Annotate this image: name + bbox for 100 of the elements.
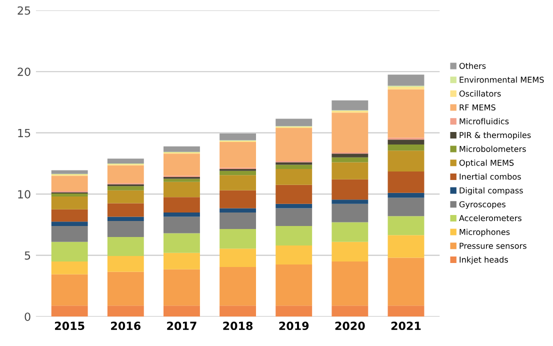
- bar: [388, 171, 424, 193]
- bar: [107, 190, 144, 204]
- x-tick-label: 2019: [279, 322, 309, 330]
- bar: [164, 197, 200, 212]
- bar: [220, 133, 256, 140]
- x-tick-label: 2016: [111, 322, 141, 330]
- bar: [332, 100, 368, 110]
- x-tick-label: 2018: [223, 322, 253, 330]
- y-tick-label: 20: [18, 68, 30, 76]
- legend-label: Oscillators: [459, 90, 501, 97]
- y-tick-label: 25: [18, 6, 30, 15]
- bar: [332, 162, 368, 180]
- bar: [107, 165, 144, 184]
- legend-label: RF MEMS: [460, 104, 496, 110]
- bar: [220, 229, 256, 249]
- legend-label: Others: [459, 62, 486, 69]
- bar: [164, 269, 200, 306]
- legend-label: Inertial combos: [460, 173, 521, 180]
- legend-label: Microbolometers: [460, 146, 526, 152]
- legend-label: PIR & thermopiles: [460, 132, 531, 140]
- bar: [388, 235, 424, 258]
- bar: [51, 170, 88, 174]
- bar: [388, 140, 424, 144]
- bar: [164, 182, 200, 198]
- bar: [51, 176, 88, 192]
- bar: [332, 157, 368, 162]
- bar: [107, 306, 144, 317]
- bar: [332, 306, 368, 317]
- bar: [332, 154, 368, 158]
- bar: [51, 306, 88, 317]
- bar: [332, 112, 368, 152]
- legend-label: Digital compass: [460, 187, 523, 196]
- bar: [388, 258, 424, 306]
- bar: [107, 221, 144, 237]
- bar: [276, 246, 312, 265]
- bar: [107, 236, 144, 256]
- bar: [107, 256, 144, 272]
- bar: [332, 261, 368, 306]
- bar: [220, 306, 256, 317]
- bar: [107, 203, 144, 217]
- bar: [276, 306, 312, 317]
- x-tick-label: 2020: [335, 322, 365, 330]
- legend-label: Microphones: [460, 228, 510, 237]
- legend-label: Environmental MEMS: [460, 76, 544, 83]
- bar: [107, 186, 144, 190]
- bar: [107, 216, 144, 222]
- bar: [388, 89, 424, 138]
- bar: [51, 226, 88, 242]
- legend-label: Gyroscopes: [459, 201, 506, 209]
- bar: [388, 198, 424, 216]
- bar: [276, 184, 312, 204]
- bar: [220, 212, 256, 230]
- x-tick-label: 2015: [55, 322, 84, 330]
- bar: [220, 266, 256, 306]
- bar: [51, 193, 88, 197]
- bar: [388, 74, 424, 86]
- bar: [388, 216, 424, 236]
- bar: [276, 164, 312, 169]
- bar: [332, 222, 368, 242]
- bar: [388, 306, 424, 317]
- legend-label: Accelerometers: [459, 214, 522, 222]
- bar: [51, 209, 88, 222]
- bar: [51, 196, 88, 210]
- bar: [220, 190, 256, 208]
- bar: [332, 242, 368, 262]
- legend-label: Microfluidics: [460, 118, 509, 124]
- legend-label: Pressure sensors: [460, 242, 526, 249]
- bar: [164, 233, 200, 253]
- bar: [388, 86, 424, 90]
- bar: [220, 170, 256, 176]
- bar: [164, 178, 200, 182]
- bar: [164, 154, 200, 176]
- y-tick-label: 5: [24, 251, 30, 260]
- bar: [276, 128, 312, 162]
- bar: [388, 144, 424, 151]
- bar: [220, 248, 256, 267]
- bar: [220, 175, 256, 190]
- bar: [276, 208, 312, 226]
- bar: [276, 118, 312, 126]
- bar: [388, 192, 424, 198]
- x-tick-label: 2021: [391, 322, 421, 330]
- bar: [164, 252, 200, 270]
- bar: [164, 306, 200, 317]
- y-tick-label: 0: [24, 312, 30, 321]
- bar: [51, 222, 88, 226]
- y-tick-label: 15: [18, 128, 30, 138]
- bar: [51, 261, 88, 274]
- bar: [51, 242, 88, 262]
- bar: [388, 150, 424, 172]
- bar: [164, 146, 200, 152]
- bar: [220, 208, 256, 212]
- bar: [220, 142, 256, 168]
- bar: [164, 216, 200, 234]
- legend-label: Optical MEMS: [459, 160, 514, 168]
- bar: [276, 204, 312, 208]
- bar: [51, 274, 88, 306]
- bar: [332, 200, 368, 204]
- bar: [107, 158, 144, 164]
- bar: [276, 264, 312, 306]
- bar: [107, 272, 144, 306]
